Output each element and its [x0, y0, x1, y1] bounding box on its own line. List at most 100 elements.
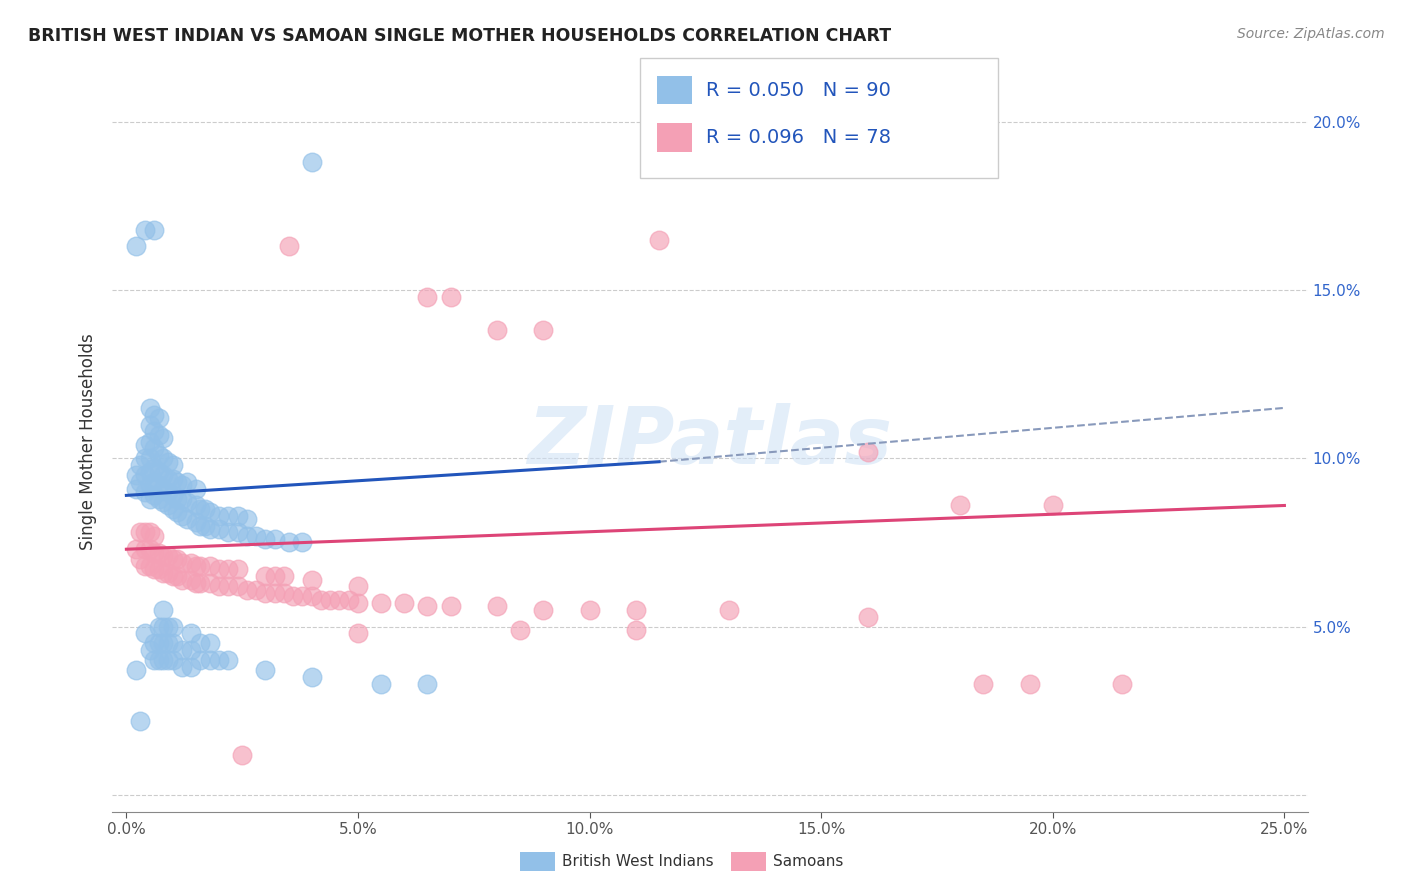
Point — [134, 438, 156, 452]
Point — [198, 636, 221, 650]
Point — [717, 603, 740, 617]
Point — [152, 603, 174, 617]
Point — [319, 592, 342, 607]
Point — [134, 468, 156, 483]
Point — [134, 542, 156, 557]
Point — [124, 468, 146, 483]
Point — [184, 559, 207, 574]
Point — [236, 529, 259, 543]
Point — [273, 569, 295, 583]
Point — [157, 653, 180, 667]
Point — [245, 529, 267, 543]
Point — [190, 575, 212, 590]
Point — [176, 495, 198, 509]
Point — [184, 499, 207, 513]
Point — [148, 478, 170, 492]
Point — [157, 619, 180, 633]
Point — [624, 603, 647, 617]
Point — [138, 542, 160, 557]
Point — [856, 444, 879, 458]
Point — [134, 525, 156, 540]
Point — [208, 562, 231, 576]
Point — [1042, 499, 1064, 513]
Point — [509, 623, 531, 637]
Point — [198, 559, 221, 574]
Point — [531, 324, 554, 338]
Point — [291, 535, 314, 549]
Point — [184, 575, 207, 590]
Point — [949, 499, 972, 513]
Point — [416, 290, 439, 304]
Point — [190, 559, 212, 574]
Point — [394, 596, 416, 610]
Point — [152, 636, 174, 650]
Point — [138, 478, 160, 492]
Point — [170, 491, 193, 506]
Point — [138, 451, 160, 466]
Point — [208, 579, 231, 593]
Point — [138, 401, 160, 415]
Point — [190, 501, 212, 516]
Point — [370, 596, 392, 610]
Point — [138, 525, 160, 540]
Point — [301, 155, 323, 169]
Point — [152, 482, 174, 496]
Point — [148, 411, 170, 425]
Point — [124, 239, 146, 253]
Point — [198, 575, 221, 590]
Point — [180, 643, 202, 657]
Point — [143, 546, 166, 560]
Point — [184, 516, 207, 530]
Point — [263, 586, 285, 600]
Point — [143, 636, 166, 650]
Point — [291, 590, 314, 604]
Point — [263, 569, 285, 583]
Point — [309, 592, 332, 607]
Point — [190, 636, 212, 650]
Point — [226, 525, 249, 540]
Text: Source: ZipAtlas.com: Source: ZipAtlas.com — [1237, 27, 1385, 41]
Point — [134, 626, 156, 640]
Point — [301, 573, 323, 587]
Point — [162, 458, 184, 472]
Point — [162, 653, 184, 667]
Point — [162, 636, 184, 650]
Point — [129, 475, 152, 489]
Point — [190, 653, 212, 667]
Point — [217, 525, 239, 540]
Point — [236, 512, 259, 526]
Text: R = 0.050   N = 90: R = 0.050 N = 90 — [706, 80, 890, 100]
Point — [170, 573, 193, 587]
Point — [157, 636, 180, 650]
Text: Samoans: Samoans — [773, 855, 844, 869]
Point — [198, 505, 221, 519]
Point — [143, 222, 166, 236]
Point — [162, 619, 184, 633]
Point — [143, 653, 166, 667]
Point — [143, 442, 166, 456]
Point — [337, 592, 360, 607]
Point — [170, 478, 193, 492]
Point — [124, 542, 146, 557]
Point — [972, 677, 994, 691]
Point — [176, 512, 198, 526]
Point — [217, 508, 239, 523]
Point — [143, 408, 166, 422]
Point — [208, 522, 231, 536]
Point — [152, 653, 174, 667]
Point — [208, 508, 231, 523]
Point — [134, 485, 156, 500]
Point — [166, 491, 188, 506]
Point — [416, 677, 439, 691]
Point — [134, 451, 156, 466]
Point — [170, 643, 193, 657]
Point — [166, 475, 188, 489]
Point — [143, 488, 166, 502]
Point — [162, 471, 184, 485]
Point — [226, 562, 249, 576]
Point — [148, 619, 170, 633]
Point — [347, 626, 370, 640]
Point — [166, 505, 188, 519]
Text: R = 0.096   N = 78: R = 0.096 N = 78 — [706, 128, 891, 147]
Point — [152, 431, 174, 445]
